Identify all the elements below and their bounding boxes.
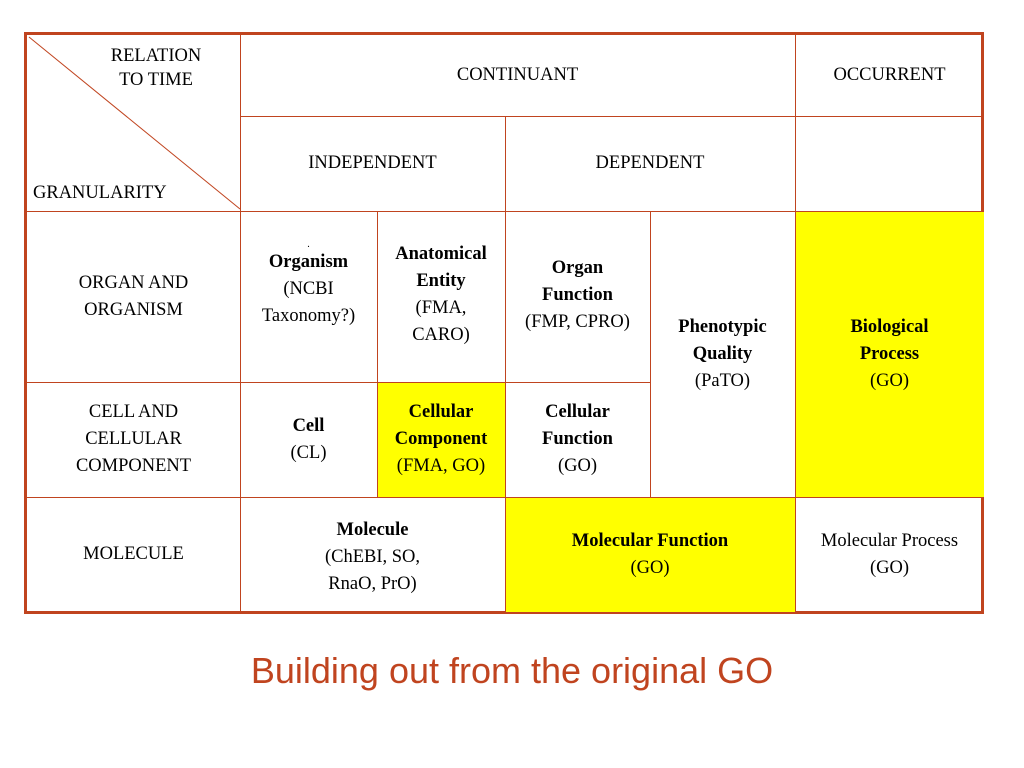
cellular-component-cell: Cellular Component (FMA, GO) — [377, 382, 505, 497]
molecular-function-title: Molecular Function — [571, 530, 729, 551]
phenotypic-title-1: Phenotypic — [678, 316, 767, 337]
relation-to-time-label: RELATION TO TIME — [101, 44, 211, 92]
anatomical-title-2: Entity — [416, 271, 466, 291]
independent-label: INDEPENDENT — [308, 153, 437, 173]
molecule-title: Molecule — [336, 520, 409, 540]
row-header-molecule: MOLECULE — [27, 497, 240, 612]
organism-source-1: (NCBI — [283, 279, 334, 299]
molecule-source-2: RnaO, PrO) — [328, 574, 417, 594]
organ-row-line-1: ORGAN AND — [78, 272, 189, 293]
cellular-component-title-1: Cellular — [408, 402, 474, 422]
grid-line — [650, 211, 651, 497]
molecule-cell: Molecule (ChEBI, SO, RnaO, PrO) — [240, 497, 505, 612]
cell-title: Cell — [292, 415, 325, 436]
row-header-organ: ORGAN AND ORGANISM — [27, 211, 240, 382]
continuant-header: CONTINUANT — [240, 35, 795, 116]
cellular-function-title-1: Cellular — [545, 402, 610, 422]
to-time-label: TO TIME — [119, 70, 193, 90]
dependent-header: DEPENDENT — [505, 116, 795, 211]
grid-line — [27, 382, 650, 383]
molecule-row-label: MOLECULE — [83, 544, 184, 564]
grid-line — [795, 35, 796, 612]
organism-cell: . Organism (NCBI Taxonomy?) — [240, 211, 377, 382]
molecular-process-source: (GO) — [869, 557, 910, 578]
biological-process-source: (GO) — [869, 370, 910, 391]
grid-line — [27, 211, 984, 212]
phenotypic-source: (PaTO) — [694, 370, 751, 391]
cell-row-line-1: CELL AND — [88, 402, 179, 422]
occurrent-label: OCCURRENT — [833, 65, 946, 85]
cellular-component-title-2: Component — [394, 429, 488, 449]
organism-dot: . — [307, 239, 310, 250]
organ-row-line-2: ORGANISM — [84, 299, 183, 320]
corner-diagonal — [28, 36, 241, 210]
molecule-source-1: (ChEBI, SO, — [324, 547, 421, 567]
organism-source-2: Taxonomy?) — [261, 306, 356, 326]
organ-function-cell: Organ Function (FMP, CPRO) — [505, 211, 650, 382]
molecular-process-title: Molecular Process — [820, 530, 959, 551]
phenotypic-title-2: Quality — [692, 343, 753, 364]
organism-title: Organism — [268, 252, 349, 272]
cellular-function-cell: Cellular Function (GO) — [505, 382, 650, 497]
ontology-grid: Biological Process (GO) Cellular Compone… — [24, 32, 984, 614]
grid-line — [377, 211, 378, 497]
granularity-label: GRANULARITY — [33, 183, 167, 203]
cellular-function-source: (GO) — [557, 456, 598, 476]
slide-caption: Building out from the original GO — [250, 650, 774, 691]
continuant-label: CONTINUANT — [456, 65, 579, 85]
phenotypic-quality-cell: Phenotypic Quality (PaTO) — [650, 211, 795, 497]
grid-line — [27, 497, 984, 498]
occurrent-header: OCCURRENT — [795, 35, 984, 116]
anatomical-title-1: Anatomical — [395, 244, 487, 264]
organ-function-source: (FMP, CPRO) — [525, 312, 630, 332]
grid-line — [240, 35, 241, 612]
relation-label: RELATION — [110, 46, 202, 66]
row-header-cell: CELL AND CELLULAR COMPONENT — [27, 382, 240, 497]
cell-row-line-3: COMPONENT — [75, 456, 192, 476]
cell-cell: Cell (CL) — [240, 382, 377, 497]
anatomical-entity-cell: Anatomical Entity (FMA, CARO) — [377, 211, 505, 382]
dependent-label: DEPENDENT — [595, 153, 705, 173]
cell-source: (CL) — [290, 442, 327, 463]
molecular-function-source: (GO) — [630, 557, 670, 578]
biological-process-title-1: Biological — [850, 316, 929, 337]
cell-row-line-2: CELLULAR — [85, 429, 182, 449]
molecular-function-cell: Molecular Function (GO) — [505, 497, 795, 612]
grid-line — [505, 116, 506, 612]
cellular-component-source: (FMA, GO) — [396, 456, 486, 476]
molecular-process-cell: Molecular Process (GO) — [795, 497, 984, 612]
biological-process-title-2: Process — [859, 343, 920, 364]
biological-process-cell: Biological Process (GO) — [795, 211, 984, 497]
anatomical-source-2: CARO) — [412, 325, 470, 345]
independent-header: INDEPENDENT — [240, 116, 505, 211]
anatomical-source-1: (FMA, — [415, 298, 467, 318]
cellular-function-title-2: Function — [542, 429, 613, 449]
grid-line — [240, 116, 984, 117]
organ-function-title-1: Organ — [551, 258, 604, 278]
organ-function-title-2: Function — [542, 285, 613, 305]
